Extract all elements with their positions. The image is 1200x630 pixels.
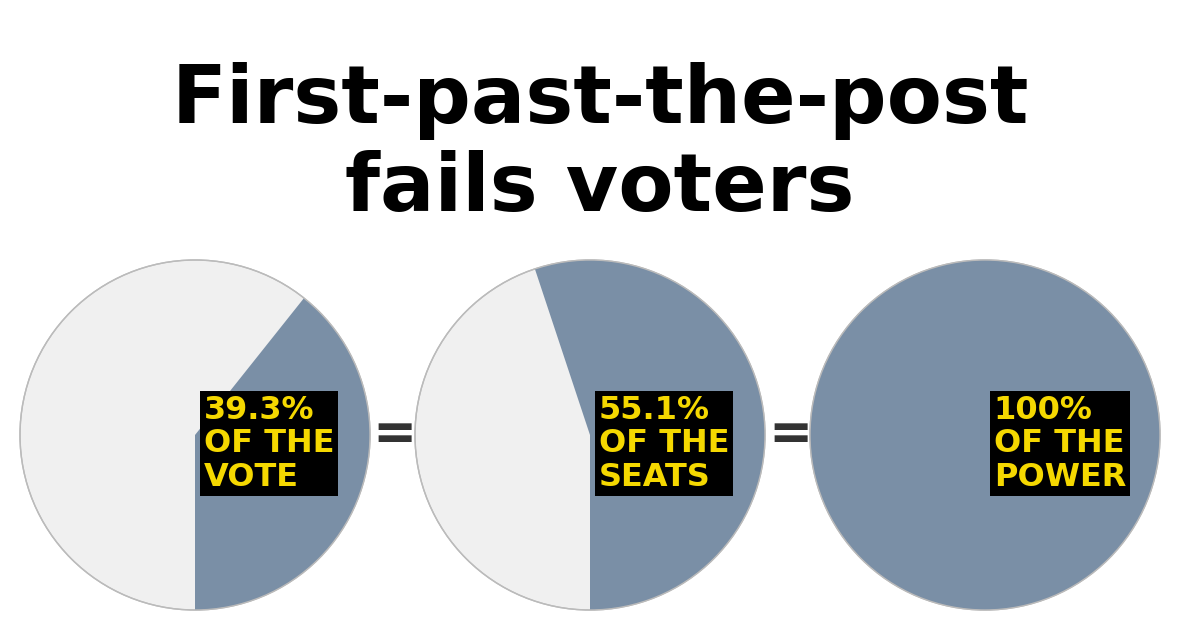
Wedge shape bbox=[535, 260, 764, 610]
Text: First-past-the-post
fails voters: First-past-the-post fails voters bbox=[172, 62, 1028, 227]
Circle shape bbox=[810, 260, 1160, 610]
Wedge shape bbox=[194, 298, 370, 610]
Wedge shape bbox=[810, 260, 1160, 610]
Text: 55.1%
OF THE
SEATS: 55.1% OF THE SEATS bbox=[599, 395, 730, 493]
Circle shape bbox=[20, 260, 370, 610]
Text: =: = bbox=[768, 409, 812, 461]
Text: =: = bbox=[373, 409, 418, 461]
Text: 39.3%
OF THE
VOTE: 39.3% OF THE VOTE bbox=[204, 395, 335, 493]
Text: 100%
OF THE
POWER: 100% OF THE POWER bbox=[994, 395, 1126, 493]
Circle shape bbox=[415, 260, 766, 610]
